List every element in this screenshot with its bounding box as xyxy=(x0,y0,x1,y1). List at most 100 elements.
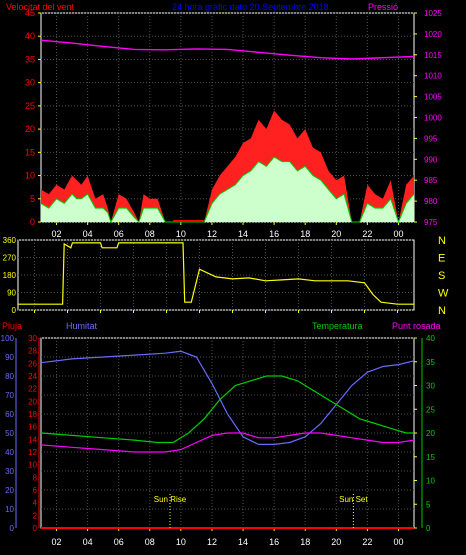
direction-ytick-label: 0 xyxy=(12,306,17,315)
temp-panel-xtick-label: 08 xyxy=(145,537,155,547)
temperature-line xyxy=(40,375,414,444)
temp-panel-xtick-label: 20 xyxy=(331,537,341,547)
pressure-ytick-label: 1015 xyxy=(424,51,442,60)
wind-ytick-label: 40 xyxy=(25,31,35,41)
pressure-ytick-label: 990 xyxy=(424,155,438,164)
wind-ytick-label: 15 xyxy=(25,147,35,157)
wind-ytick-label: 20 xyxy=(25,124,35,134)
wind-panel-xtick-label: 00 xyxy=(393,229,403,239)
wind-panel-xtick-label: 08 xyxy=(145,229,155,239)
pressure-ytick-label: 985 xyxy=(424,176,438,185)
temp-panel-xtick-label: 22 xyxy=(362,537,372,547)
direction-ytick-label: 360 xyxy=(3,236,17,245)
rain-ytick-label: 18 xyxy=(28,410,37,419)
wind-ytick-label: 10 xyxy=(25,171,35,181)
humidity-ytick-label: 100 xyxy=(1,334,15,343)
pressure-ytick-label: 1000 xyxy=(424,114,442,123)
temp-panel-xtick-label: 12 xyxy=(207,537,217,547)
humidity-ytick-label: 10 xyxy=(5,505,14,514)
humidity-ytick-label: 90 xyxy=(5,353,14,362)
rain-ytick-label: 30 xyxy=(28,334,37,343)
rain-ytick-label: 6 xyxy=(33,486,38,495)
wind-ytick-label: 30 xyxy=(25,78,35,88)
pressure-ytick-label: 1025 xyxy=(424,9,442,18)
rain-ytick-label: 2 xyxy=(33,511,38,520)
compass-label: E xyxy=(438,253,445,265)
temp-panel-xtick-label: 16 xyxy=(269,537,279,547)
sunrise-label: Sun Rise xyxy=(154,495,187,504)
temp-ytick-label: 10 xyxy=(426,477,435,486)
temp-ytick-label: 0 xyxy=(426,524,431,533)
rain-ytick-label: 20 xyxy=(28,397,37,406)
humidity-line xyxy=(40,350,415,445)
pressure-label: Pressió xyxy=(368,2,398,12)
chart-title: 24 hora gràfic dato 20 Septembre 2018 xyxy=(172,2,329,12)
wind-panel-xtick-label: 12 xyxy=(207,229,217,239)
grid-layer xyxy=(15,12,423,531)
wind-panel-xtick-label: 04 xyxy=(83,229,93,239)
wind-ytick-label: 35 xyxy=(25,54,35,64)
temp-panel-xtick-label: 06 xyxy=(114,537,124,547)
humidity-label: Humitat xyxy=(66,321,98,331)
humidity-ytick-label: 20 xyxy=(5,486,14,495)
humidity-ytick-label: 0 xyxy=(10,524,15,533)
wind-panel-xtick-label: 10 xyxy=(176,229,186,239)
rain-label: Pluja xyxy=(2,321,22,331)
wind-panel-xtick-label: 06 xyxy=(114,229,124,239)
humidity-ytick-label: 50 xyxy=(5,429,14,438)
humidity-ytick-label: 60 xyxy=(5,410,14,419)
rain-ytick-label: 8 xyxy=(33,473,38,482)
rain-ytick-label: 14 xyxy=(28,435,37,444)
temp-ytick-label: 25 xyxy=(426,405,435,414)
wind-panel-xtick-label: 14 xyxy=(238,229,248,239)
rain-ytick-label: 16 xyxy=(28,423,37,432)
humidity-ytick-label: 70 xyxy=(5,391,14,400)
dewpoint-label: Punt rosada xyxy=(392,321,441,331)
temp-ytick-label: 30 xyxy=(426,382,435,391)
wind-ytick-label: 5 xyxy=(30,194,35,204)
pressure-ytick-label: 1005 xyxy=(424,93,442,102)
pressure-ytick-label: 975 xyxy=(424,218,438,227)
temp-ytick-label: 35 xyxy=(426,358,435,367)
temp-panel-xtick-label: 10 xyxy=(176,537,186,547)
wind-panel-xtick-label: 16 xyxy=(269,229,279,239)
rain-ytick-label: 4 xyxy=(33,499,38,508)
dewpoint-line xyxy=(40,432,415,453)
compass-label: S xyxy=(438,270,445,282)
temperature-label: Temperatura xyxy=(312,321,363,331)
direction-ytick-label: 270 xyxy=(3,254,17,263)
pressure-ytick-label: 1010 xyxy=(424,72,442,81)
wind-direction-line xyxy=(18,242,414,305)
rain-ytick-label: 0 xyxy=(33,524,38,533)
temp-panel-xtick-label: 02 xyxy=(52,537,62,547)
wind-label: Velocitat del vent xyxy=(6,2,75,12)
rain-ytick-label: 12 xyxy=(28,448,37,457)
wind-ytick-label: 25 xyxy=(25,101,35,111)
wind-average-line xyxy=(40,156,415,224)
temp-ytick-label: 15 xyxy=(426,453,435,462)
direction-ytick-label: 180 xyxy=(3,271,17,280)
temp-panel-xtick-label: 18 xyxy=(300,537,310,547)
wind-panel-xtick-label: 20 xyxy=(331,229,341,239)
pressure-ytick-label: 980 xyxy=(424,197,438,206)
temp-panel-xtick-label: 00 xyxy=(393,537,403,547)
rain-ytick-label: 28 xyxy=(28,347,37,356)
wind-panel-xtick-label: 02 xyxy=(52,229,62,239)
wind-panel-xtick-label: 22 xyxy=(362,229,372,239)
wind-ytick-label: 45 xyxy=(25,8,35,18)
compass-label: W xyxy=(438,288,449,300)
pressure-ytick-label: 1020 xyxy=(424,30,442,39)
wind-panel-xtick-label: 18 xyxy=(300,229,310,239)
pressure-ytick-label: 995 xyxy=(424,134,438,143)
rain-ytick-label: 24 xyxy=(28,372,37,381)
temp-ytick-label: 20 xyxy=(426,429,435,438)
humidity-ytick-label: 40 xyxy=(5,448,14,457)
direction-ytick-label: 90 xyxy=(7,289,16,298)
rain-ytick-label: 22 xyxy=(28,385,37,394)
humidity-ytick-label: 80 xyxy=(5,372,14,381)
temp-ytick-label: 40 xyxy=(426,334,435,343)
temp-panel-xtick-label: 04 xyxy=(83,537,93,547)
temp-panel-xtick-label: 14 xyxy=(238,537,248,547)
